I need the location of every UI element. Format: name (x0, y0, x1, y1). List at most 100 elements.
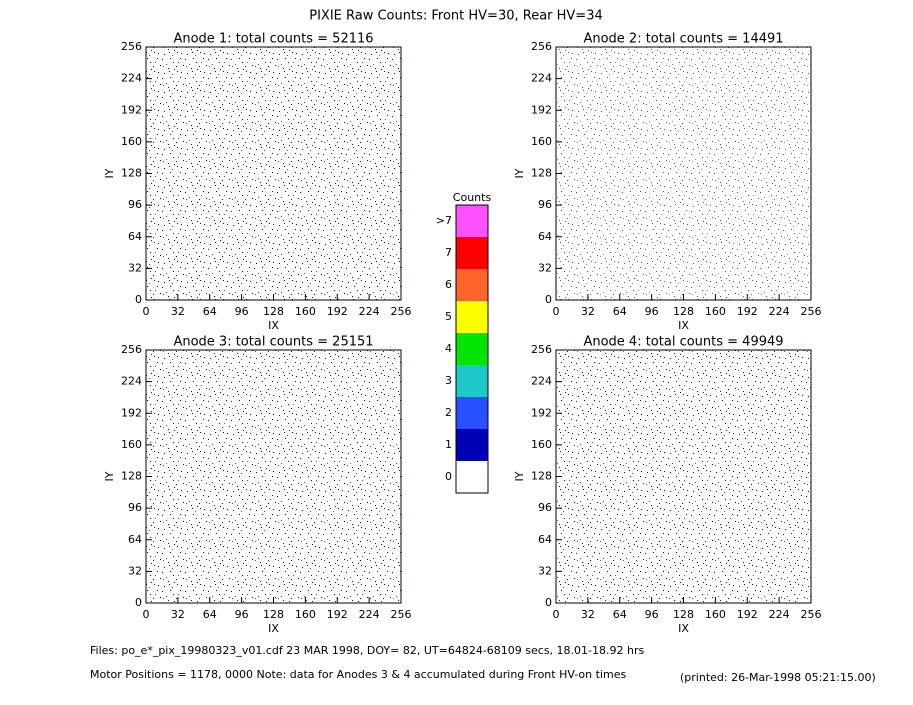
y-tick-label: 160 (531, 135, 552, 148)
x-tick-label: 192 (327, 305, 348, 318)
x-tick-label: 160 (295, 305, 316, 318)
y-tick-label: 32 (128, 564, 142, 577)
y-tick-label: 64 (538, 533, 552, 546)
x-axis-label: IX (678, 622, 689, 635)
heatmap-texture (556, 350, 811, 603)
x-tick-label: 0 (553, 305, 560, 318)
x-tick-label: 192 (737, 608, 758, 621)
x-tick-label: 32 (581, 305, 595, 318)
heatmap-texture (146, 47, 401, 300)
x-tick-label: 160 (705, 608, 726, 621)
y-tick-label: 64 (128, 533, 142, 546)
colorbar-label: 4 (445, 342, 452, 355)
y-tick-label: 224 (531, 375, 552, 388)
y-tick-label: 96 (538, 501, 552, 514)
y-tick-label: 64 (538, 230, 552, 243)
heatmap-texture (146, 350, 401, 603)
footer-files: Files: po_e*_pix_19980323_v01.cdf 23 MAR… (90, 644, 644, 657)
x-tick-label: 128 (263, 608, 284, 621)
y-tick-label: 64 (128, 230, 142, 243)
x-tick-label: 96 (645, 608, 659, 621)
colorbar-swatch (456, 397, 488, 429)
y-tick-label: 160 (121, 135, 142, 148)
x-axis-label: IX (678, 319, 689, 332)
colorbar-label: 1 (445, 438, 452, 451)
x-tick-label: 0 (553, 608, 560, 621)
y-tick-label: 160 (531, 438, 552, 451)
heatmap-texture (556, 47, 811, 300)
x-tick-label: 224 (769, 305, 790, 318)
colorbar-swatch (456, 237, 488, 269)
x-tick-label: 64 (203, 608, 217, 621)
y-axis-label: IY (103, 168, 116, 178)
plot-title: Anode 3: total counts = 25151 (173, 335, 373, 350)
x-tick-label: 160 (295, 608, 316, 621)
y-tick-label: 256 (531, 343, 552, 356)
colorbar-swatch (456, 269, 488, 301)
x-tick-label: 224 (769, 608, 790, 621)
plot-title: Anode 1: total counts = 52116 (173, 32, 373, 47)
x-tick-label: 128 (263, 305, 284, 318)
y-axis-label: IY (103, 471, 116, 481)
colorbar-swatch (456, 301, 488, 333)
y-tick-label: 192 (121, 103, 142, 116)
y-tick-label: 128 (531, 470, 552, 483)
x-tick-label: 160 (705, 305, 726, 318)
colorbar-swatch (456, 333, 488, 365)
x-tick-label: 64 (613, 305, 627, 318)
y-tick-label: 128 (121, 470, 142, 483)
y-tick-label: 0 (545, 293, 552, 306)
x-tick-label: 256 (391, 608, 412, 621)
x-tick-label: 256 (801, 305, 822, 318)
x-tick-label: 32 (171, 305, 185, 318)
y-tick-label: 192 (121, 406, 142, 419)
x-tick-label: 192 (737, 305, 758, 318)
x-tick-label: 64 (203, 305, 217, 318)
y-tick-label: 224 (121, 375, 142, 388)
x-tick-label: 0 (143, 305, 150, 318)
y-tick-label: 224 (121, 72, 142, 85)
plot-title: Anode 2: total counts = 14491 (583, 32, 783, 47)
y-tick-label: 128 (531, 167, 552, 180)
x-tick-label: 64 (613, 608, 627, 621)
x-tick-label: 96 (235, 305, 249, 318)
y-tick-label: 224 (531, 72, 552, 85)
colorbar-label: >7 (436, 214, 452, 227)
y-tick-label: 96 (538, 198, 552, 211)
x-tick-label: 224 (359, 608, 380, 621)
y-tick-label: 256 (531, 40, 552, 53)
y-tick-label: 32 (538, 261, 552, 274)
y-axis-label: IY (513, 168, 526, 178)
y-tick-label: 0 (135, 293, 142, 306)
plot-title: Anode 4: total counts = 49949 (583, 335, 783, 350)
y-tick-label: 192 (531, 103, 552, 116)
y-tick-label: 192 (531, 406, 552, 419)
colorbar-swatch (456, 461, 488, 493)
y-tick-label: 128 (121, 167, 142, 180)
x-tick-label: 224 (359, 305, 380, 318)
x-tick-label: 128 (673, 608, 694, 621)
colorbar-label: 6 (445, 278, 452, 291)
y-tick-label: 0 (545, 596, 552, 609)
colorbar-swatch (456, 429, 488, 461)
footer-printed: (printed: 26-Mar-1998 05:21:15.00) (680, 671, 876, 684)
y-tick-label: 96 (128, 198, 142, 211)
x-tick-label: 96 (235, 608, 249, 621)
y-tick-label: 256 (121, 40, 142, 53)
x-tick-label: 32 (581, 608, 595, 621)
colorbar-label: 0 (445, 470, 452, 483)
y-tick-label: 160 (121, 438, 142, 451)
x-tick-label: 192 (327, 608, 348, 621)
x-tick-label: 256 (391, 305, 412, 318)
y-axis-label: IY (513, 471, 526, 481)
colorbar-label: 5 (445, 310, 452, 323)
footer-motor: Motor Positions = 1178, 0000 Note: data … (90, 668, 626, 681)
x-tick-label: 0 (143, 608, 150, 621)
colorbar-label: 2 (445, 406, 452, 419)
page-title: PIXIE Raw Counts: Front HV=30, Rear HV=3… (309, 9, 603, 24)
colorbar-frame (455, 204, 489, 494)
y-tick-label: 32 (538, 564, 552, 577)
x-tick-label: 128 (673, 305, 694, 318)
x-tick-label: 96 (645, 305, 659, 318)
